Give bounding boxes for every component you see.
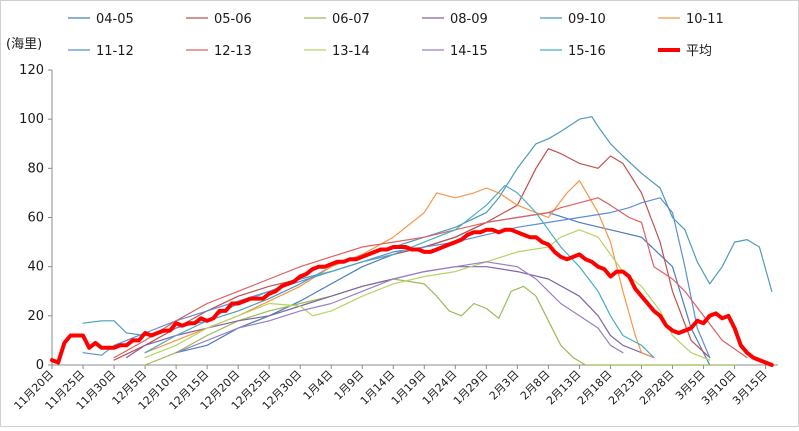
legend-label: 14-15 xyxy=(450,44,488,59)
legend-label: 平均 xyxy=(686,44,712,59)
legend-label: 10-11 xyxy=(686,12,724,27)
x-tick-label: 1月4日 xyxy=(301,368,336,403)
y-tick-label: 120 xyxy=(19,63,44,78)
y-axis: 0 20 40 60 80 100 120 xyxy=(19,63,53,373)
x-axis: 11月20日11月25日11月30日12月5日12月10日12月15日12月20… xyxy=(12,364,778,412)
legend-label: 11-12 xyxy=(96,44,134,59)
y-tick-label: 40 xyxy=(27,260,44,275)
series-line-04-05 xyxy=(175,212,711,366)
legend-label: 08-09 xyxy=(450,12,488,27)
legend-label: 05-06 xyxy=(214,12,252,27)
series-line-09-10 xyxy=(82,116,773,337)
legend-label: 04-05 xyxy=(96,12,134,27)
plot-area xyxy=(50,116,774,367)
x-tick-label: 3月15日 xyxy=(730,368,770,408)
legend-label: 09-10 xyxy=(568,12,606,27)
legend-label: 06-07 xyxy=(332,12,370,27)
y-axis-unit-label: (海里) xyxy=(6,37,42,52)
x-tick-label: 1月29日 xyxy=(451,368,491,408)
series-line-12-13 xyxy=(113,197,748,359)
y-tick-label: 20 xyxy=(27,309,44,324)
series-line-06-07 xyxy=(144,278,736,366)
y-tick-label: 100 xyxy=(19,112,44,127)
x-tick-label: 2月3日 xyxy=(487,368,522,403)
y-tick-label: 0 xyxy=(36,358,44,373)
series-line-平均 xyxy=(50,227,774,367)
legend-label: 15-16 xyxy=(568,44,606,59)
y-tick-label: 60 xyxy=(27,211,44,226)
series-line-11-12 xyxy=(82,197,711,359)
legend-label: 12-13 xyxy=(214,44,252,59)
legend: 04-05 05-06 06-07 08-09 09-10 10-11 11-12 12-13… xyxy=(68,12,724,59)
y-tick-label: 80 xyxy=(27,161,44,176)
series-line-05-06 xyxy=(113,148,711,361)
x-tick-label: 2月28日 xyxy=(637,368,677,408)
series-line-15-16 xyxy=(144,184,655,359)
legend-label: 13-14 xyxy=(332,44,370,59)
series-line-14-15 xyxy=(175,261,624,354)
series-line-10-11 xyxy=(144,180,655,359)
